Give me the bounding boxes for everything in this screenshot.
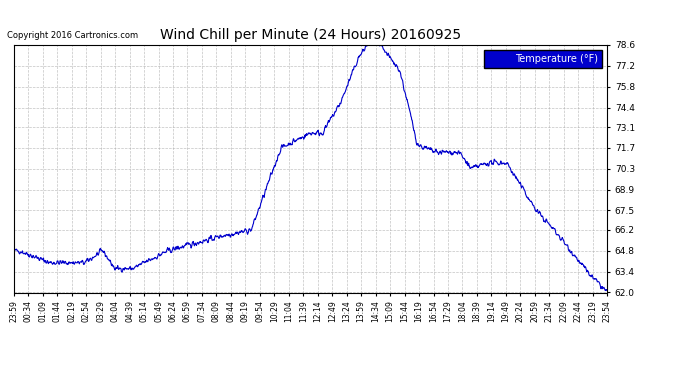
Legend: Temperature (°F): Temperature (°F) (484, 50, 602, 68)
Title: Wind Chill per Minute (24 Hours) 20160925: Wind Chill per Minute (24 Hours) 2016092… (160, 28, 461, 42)
Text: Copyright 2016 Cartronics.com: Copyright 2016 Cartronics.com (7, 30, 138, 39)
